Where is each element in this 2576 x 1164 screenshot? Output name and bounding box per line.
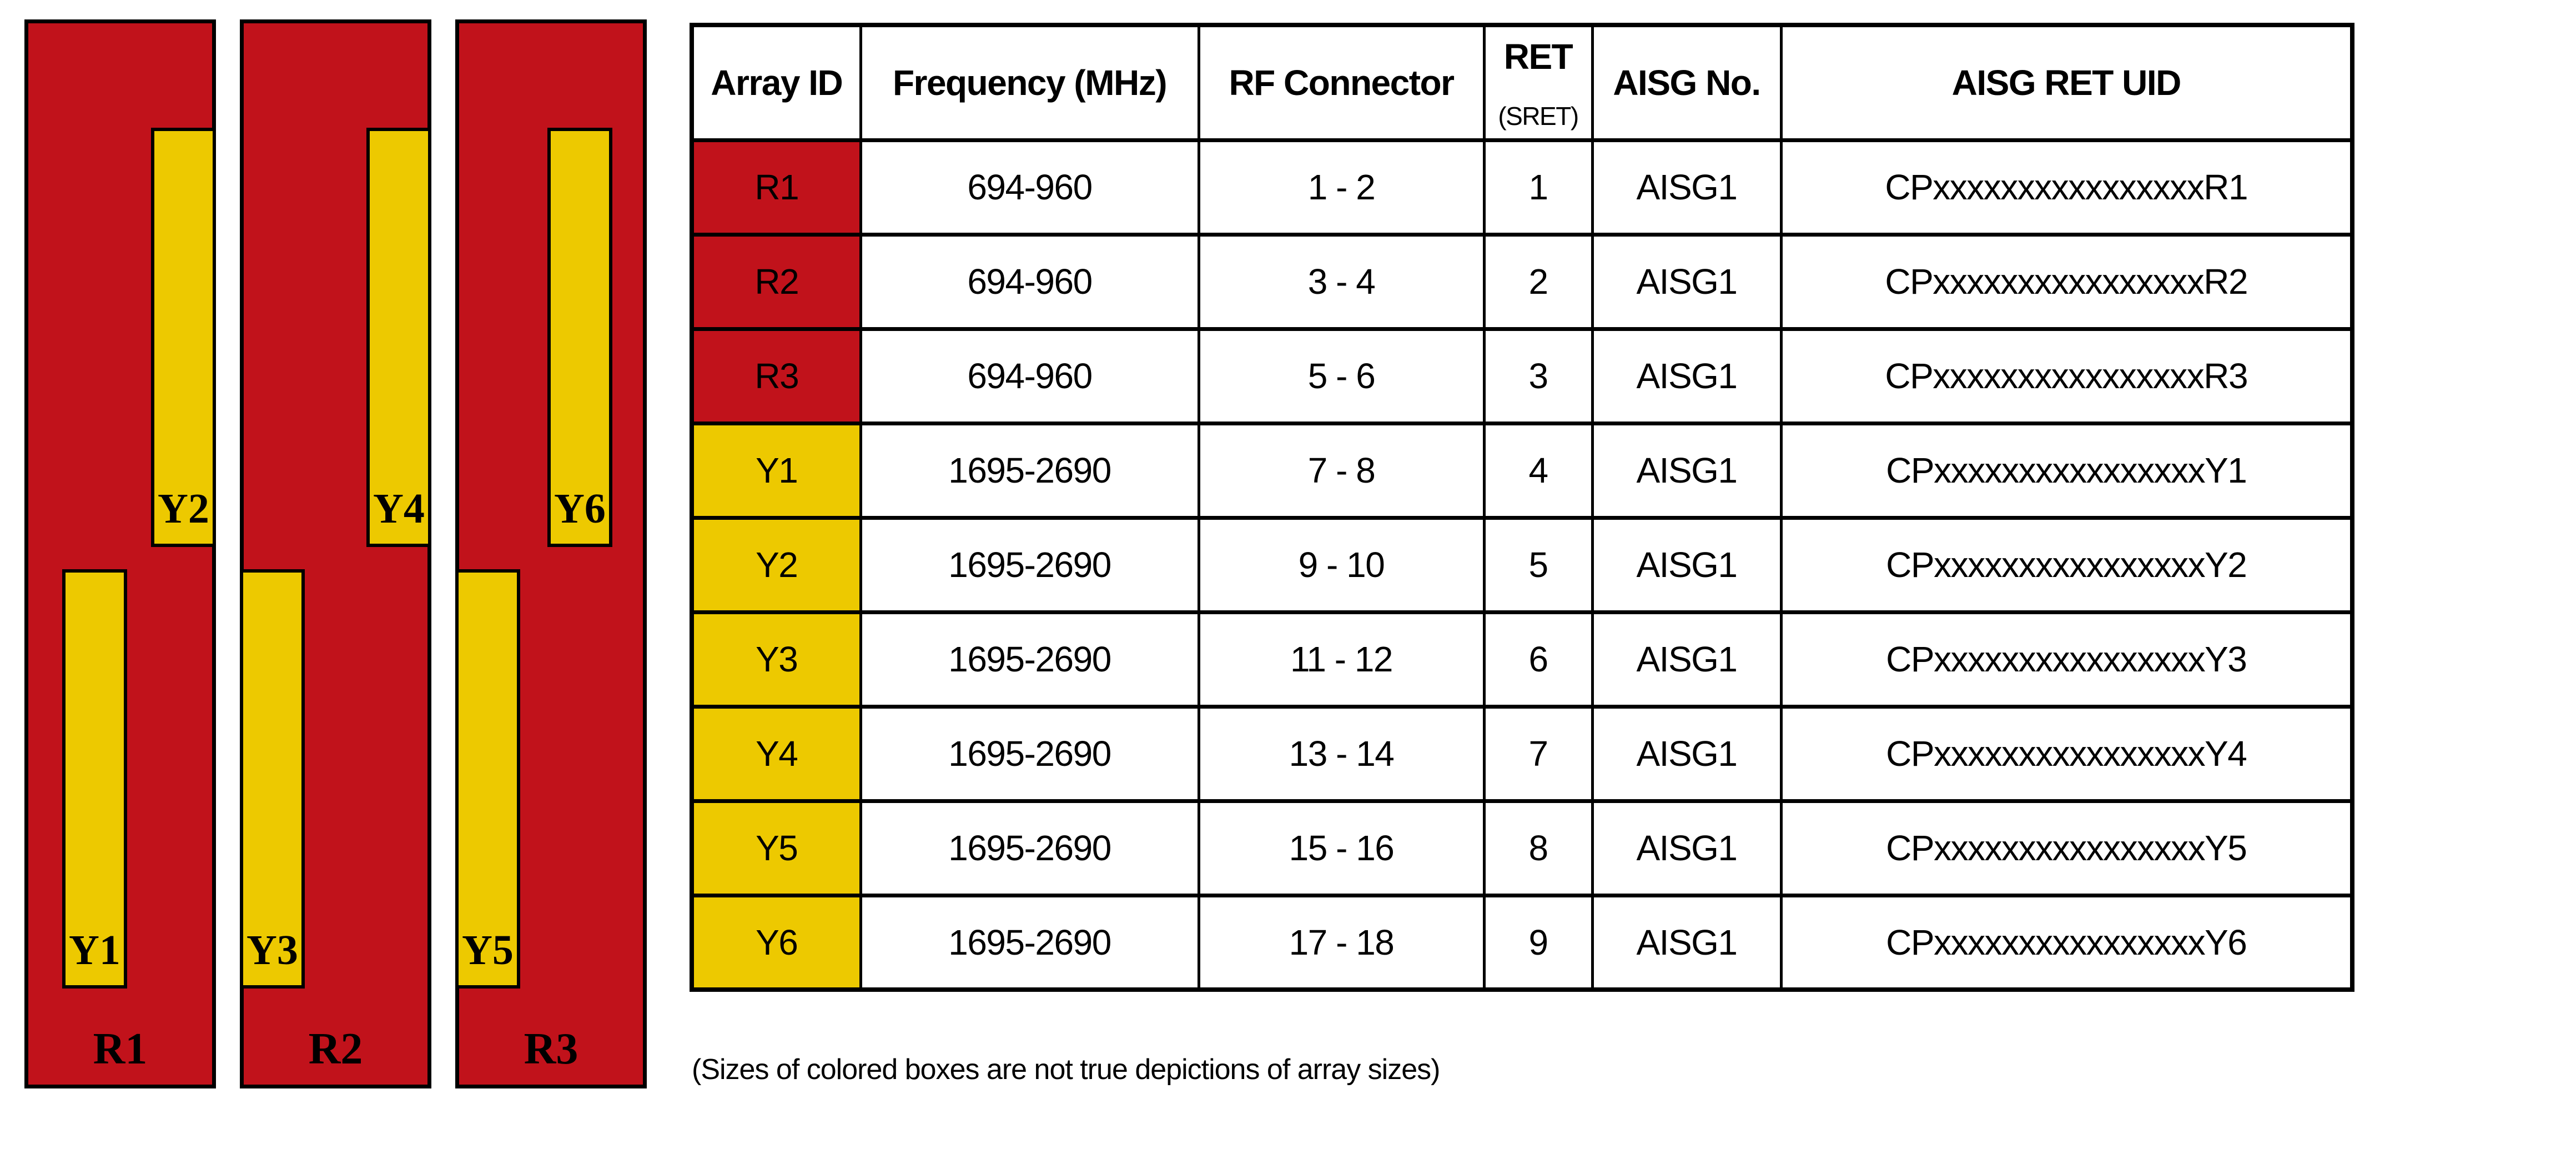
cell-frequency: 694-960: [859, 138, 1200, 237]
array-box-y4: Y4: [366, 128, 431, 547]
cell-aisg-no: AISG1: [1591, 421, 1783, 520]
cell-rf-connector: 11 - 12: [1197, 610, 1486, 709]
cell-array-id: R1: [690, 138, 862, 237]
cell-ret: 5: [1482, 515, 1594, 614]
panel-label-r2: R2: [308, 1025, 363, 1073]
ret-header-wrap: RET (SRET): [1487, 31, 1589, 134]
table-row: Y3 1695-2690 11 - 12 6 AISG1 CPxxxxxxxxx…: [690, 610, 2354, 709]
cell-rf-connector: 3 - 4: [1197, 232, 1486, 331]
cell-aisg-ret-uid: CPxxxxxxxxxxxxxxxxY1: [1779, 421, 2354, 520]
cell-rf-connector: 5 - 6: [1197, 327, 1486, 425]
cell-frequency: 1695-2690: [859, 893, 1200, 992]
array-label-y6: Y6: [554, 485, 606, 532]
col-header-aisg-no: AISG No.: [1591, 23, 1783, 142]
cell-rf-connector: 17 - 18: [1197, 893, 1486, 992]
cell-aisg-no: AISG1: [1591, 799, 1783, 897]
cell-aisg-ret-uid: CPxxxxxxxxxxxxxxxxR3: [1779, 327, 2354, 425]
diagram-footnote: (Sizes of colored boxes are not true dep…: [692, 1053, 1440, 1086]
cell-rf-connector: 15 - 16: [1197, 799, 1486, 897]
array-box-y6: Y6: [547, 128, 612, 547]
cell-ret: 4: [1482, 421, 1594, 520]
array-label-y1: Y1: [69, 927, 120, 974]
cell-ret: 7: [1482, 704, 1594, 803]
table-header-row: Array ID Frequency (MHz) RF Connector RE…: [690, 23, 2354, 142]
array-box-y3: Y3: [240, 569, 305, 989]
array-spec-table: Array ID Frequency (MHz) RF Connector RE…: [690, 23, 2354, 992]
cell-array-id: Y2: [690, 515, 862, 614]
antenna-panel-r2: Y4 Y3 R2: [240, 19, 431, 1088]
array-label-y5: Y5: [462, 927, 514, 974]
table-row: R1 694-960 1 - 2 1 AISG1 CPxxxxxxxxxxxxx…: [690, 138, 2354, 237]
array-label-y3: Y3: [246, 927, 298, 974]
cell-aisg-ret-uid: CPxxxxxxxxxxxxxxxxY5: [1779, 799, 2354, 897]
cell-frequency: 694-960: [859, 232, 1200, 331]
col-header-aisg-ret-uid: AISG RET UID: [1779, 23, 2354, 142]
cell-array-id: Y5: [690, 799, 862, 897]
sret-header-label: (SRET): [1498, 101, 1579, 131]
ret-header-label: RET: [1503, 36, 1573, 77]
col-header-rf-connector: RF Connector: [1197, 23, 1486, 142]
antenna-panel-r1: Y2 Y1 R1: [24, 19, 216, 1088]
cell-aisg-no: AISG1: [1591, 232, 1783, 331]
cell-ret: 1: [1482, 138, 1594, 237]
cell-aisg-no: AISG1: [1591, 704, 1783, 803]
cell-rf-connector: 9 - 10: [1197, 515, 1486, 614]
col-header-ret: RET (SRET): [1482, 23, 1594, 142]
cell-ret: 2: [1482, 232, 1594, 331]
array-box-y2: Y2: [151, 128, 216, 547]
cell-rf-connector: 13 - 14: [1197, 704, 1486, 803]
array-box-y5: Y5: [455, 569, 520, 989]
table-row: R3 694-960 5 - 6 3 AISG1 CPxxxxxxxxxxxxx…: [690, 327, 2354, 425]
cell-ret: 9: [1482, 893, 1594, 992]
table-row: R2 694-960 3 - 4 2 AISG1 CPxxxxxxxxxxxxx…: [690, 232, 2354, 331]
cell-frequency: 1695-2690: [859, 515, 1200, 614]
cell-aisg-no: AISG1: [1591, 515, 1783, 614]
table-row: Y2 1695-2690 9 - 10 5 AISG1 CPxxxxxxxxxx…: [690, 515, 2354, 614]
cell-rf-connector: 7 - 8: [1197, 421, 1486, 520]
array-label-y2: Y2: [158, 485, 209, 532]
table-body: R1 694-960 1 - 2 1 AISG1 CPxxxxxxxxxxxxx…: [690, 138, 2354, 992]
antenna-panel-r3: Y6 Y5 R3: [455, 19, 647, 1088]
panel-label-r3: R3: [524, 1025, 578, 1073]
table-row: Y4 1695-2690 13 - 14 7 AISG1 CPxxxxxxxxx…: [690, 704, 2354, 803]
cell-array-id: R3: [690, 327, 862, 425]
cell-array-id: Y6: [690, 893, 862, 992]
table-row: Y1 1695-2690 7 - 8 4 AISG1 CPxxxxxxxxxxx…: [690, 421, 2354, 520]
cell-aisg-ret-uid: CPxxxxxxxxxxxxxxxxY6: [1779, 893, 2354, 992]
cell-array-id: Y3: [690, 610, 862, 709]
cell-aisg-ret-uid: CPxxxxxxxxxxxxxxxxY3: [1779, 610, 2354, 709]
cell-array-id: Y1: [690, 421, 862, 520]
col-header-frequency: Frequency (MHz): [859, 23, 1200, 142]
cell-aisg-no: AISG1: [1591, 138, 1783, 237]
table-row: Y5 1695-2690 15 - 16 8 AISG1 CPxxxxxxxxx…: [690, 799, 2354, 897]
cell-ret: 3: [1482, 327, 1594, 425]
cell-frequency: 1695-2690: [859, 704, 1200, 803]
cell-ret: 8: [1482, 799, 1594, 897]
array-label-y4: Y4: [373, 485, 425, 532]
cell-array-id: R2: [690, 232, 862, 331]
panel-label-r1: R1: [93, 1025, 148, 1073]
table-row: Y6 1695-2690 17 - 18 9 AISG1 CPxxxxxxxxx…: [690, 893, 2354, 992]
cell-frequency: 1695-2690: [859, 799, 1200, 897]
cell-frequency: 1695-2690: [859, 421, 1200, 520]
cell-frequency: 694-960: [859, 327, 1200, 425]
array-box-y1: Y1: [62, 569, 127, 989]
cell-aisg-ret-uid: CPxxxxxxxxxxxxxxxxR1: [1779, 138, 2354, 237]
cell-aisg-no: AISG1: [1591, 327, 1783, 425]
cell-rf-connector: 1 - 2: [1197, 138, 1486, 237]
cell-frequency: 1695-2690: [859, 610, 1200, 709]
cell-aisg-ret-uid: CPxxxxxxxxxxxxxxxxY4: [1779, 704, 2354, 803]
cell-aisg-ret-uid: CPxxxxxxxxxxxxxxxxR2: [1779, 232, 2354, 331]
cell-aisg-no: AISG1: [1591, 610, 1783, 709]
cell-array-id: Y4: [690, 704, 862, 803]
cell-aisg-ret-uid: CPxxxxxxxxxxxxxxxxY2: [1779, 515, 2354, 614]
cell-ret: 6: [1482, 610, 1594, 709]
cell-aisg-no: AISG1: [1591, 893, 1783, 992]
col-header-array-id: Array ID: [690, 23, 862, 142]
